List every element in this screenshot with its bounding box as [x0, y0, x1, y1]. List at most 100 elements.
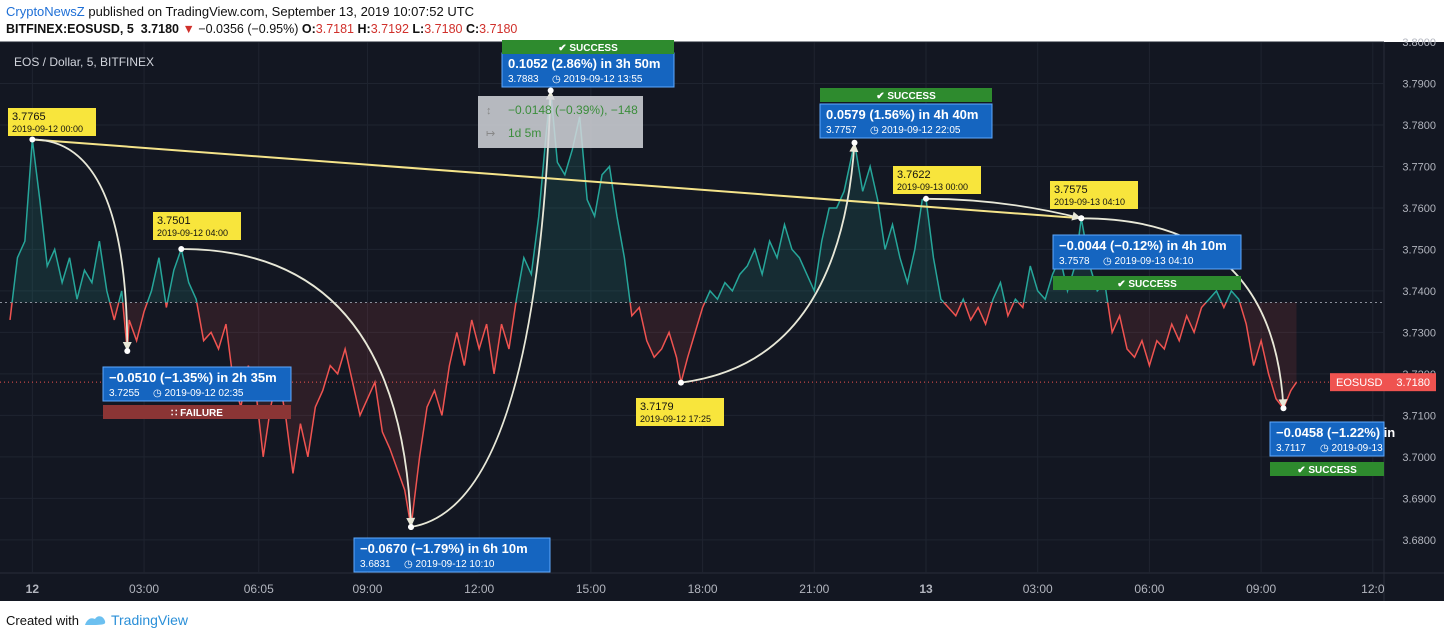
- move-stats-box[interactable]: [1269, 421, 1385, 457]
- chart-title: EOS / Dollar, 5, BITFINEX: [14, 55, 154, 69]
- open-value: 3.7181: [315, 22, 355, 36]
- x-tick-label: 09:00: [352, 582, 382, 596]
- move-stats-box[interactable]: [819, 103, 993, 139]
- y-tick-label: 3.6900: [1402, 493, 1436, 505]
- y-tick-label: 3.7300: [1402, 327, 1436, 339]
- move-stats-box[interactable]: [1052, 234, 1242, 270]
- price-point-label[interactable]: [8, 108, 96, 136]
- price-point-label[interactable]: [636, 398, 724, 426]
- anchor-point: [29, 136, 36, 143]
- x-tick-label: 18:00: [688, 582, 718, 596]
- y-tick-label: 3.7800: [1402, 120, 1436, 132]
- move-stats-time: ◷ 2019-09-12 13:55: [552, 74, 643, 85]
- move-arrow[interactable]: [181, 248, 412, 527]
- created-with-text: Created with: [6, 612, 79, 628]
- move-stats-headline: −0.0670 (−1.79%) in 6h 10m: [360, 541, 528, 556]
- price-change: −0.0356 (−0.95%): [198, 22, 299, 36]
- price-point-time: 2019-09-13 04:10: [1054, 197, 1125, 207]
- price-point-time: 2019-09-12 17:25: [640, 414, 711, 424]
- result-badge-text: ∷ FAILURE: [171, 408, 223, 419]
- last-price-value: 3.7180: [1396, 377, 1430, 389]
- y-tick-label: 3.7700: [1402, 161, 1436, 173]
- move-stats-headline: −0.0044 (−0.12%) in 4h 10m: [1059, 238, 1227, 253]
- price-point-label[interactable]: [1050, 181, 1138, 209]
- move-arrow[interactable]: [925, 197, 1082, 220]
- arrow-head-icon: [406, 517, 416, 527]
- last-price-symbol: EOSUSD: [1336, 377, 1383, 389]
- move-stats-box[interactable]: [102, 366, 292, 402]
- x-tick-label: 09:00: [1246, 582, 1276, 596]
- move-stats-price: 3.7255: [109, 388, 140, 399]
- move-stats-time: ◷ 2019-09-13 04:10: [1103, 256, 1194, 267]
- arrow-head-icon: [122, 342, 132, 352]
- move-stats-box[interactable]: [501, 52, 675, 88]
- tradingview-link[interactable]: TradingView: [110, 612, 189, 628]
- price-point-value: 3.7179: [640, 401, 674, 413]
- y-tick-label: 3.7100: [1402, 410, 1436, 422]
- x-tick-label: 03:00: [129, 582, 159, 596]
- move-stats-headline: 0.1052 (2.86%) in 3h 50m: [508, 56, 660, 71]
- x-tick-label: 12:0: [1361, 582, 1385, 596]
- x-tick-label: 06:00: [1134, 582, 1164, 596]
- anchor-point: [547, 87, 554, 94]
- low-label: L:: [412, 22, 425, 36]
- move-stats-box[interactable]: [353, 537, 551, 573]
- move-stats-headline: −0.0510 (−1.35%) in 2h 35m: [109, 370, 277, 385]
- arrow-head-icon: [1278, 399, 1288, 409]
- y-tick-label: 3.8000: [1402, 37, 1436, 49]
- price-line-up: [11, 90, 1241, 303]
- move-stats-price: 3.7757: [826, 125, 857, 136]
- anchor-point: [178, 246, 185, 253]
- anchor-point: [851, 139, 858, 146]
- price-point-label[interactable]: [153, 212, 241, 240]
- price-axis[interactable]: [1384, 42, 1444, 573]
- move-arrow[interactable]: [32, 138, 129, 352]
- move-stats-headline: 0.0579 (1.56%) in 4h 40m: [826, 107, 978, 122]
- move-stats-time: ◷ 2019-09-12 22:05: [870, 125, 961, 136]
- footer: Created with TradingView: [6, 612, 188, 628]
- price-point-value: 3.7765: [12, 111, 46, 123]
- price-line-down: [9, 302, 1298, 528]
- price-point-value: 3.7501: [157, 215, 191, 227]
- result-badge-text: ✔ SUCCESS: [558, 43, 618, 54]
- price-point-value: 3.7575: [1054, 184, 1088, 196]
- anchor-point: [408, 523, 415, 530]
- anchor-point: [923, 195, 929, 202]
- result-badge-text: ✔ SUCCESS: [1297, 465, 1357, 476]
- y-tick-label: 3.7600: [1402, 203, 1436, 215]
- author-link[interactable]: CryptoNewsZ: [6, 4, 85, 19]
- measure-duration: 1d 5m: [508, 126, 541, 140]
- last-price: 3.7180: [140, 22, 179, 36]
- time-axis[interactable]: [0, 573, 1444, 601]
- result-badge-text: ✔ SUCCESS: [876, 91, 936, 102]
- arrow-head-icon: [849, 142, 859, 153]
- move-stats-headline: −0.0458 (−1.22%) in: [1276, 425, 1395, 440]
- move-stats-price: 3.7883: [508, 74, 539, 85]
- move-arrow[interactable]: [410, 90, 552, 528]
- y-tick-label: 3.7500: [1402, 244, 1436, 256]
- publish-line: CryptoNewsZ published on TradingView.com…: [6, 4, 474, 19]
- result-badge: [1053, 276, 1241, 290]
- low-value: 3.7180: [424, 22, 463, 36]
- anchor-point: [677, 379, 684, 386]
- price-point-label[interactable]: [893, 166, 981, 194]
- x-tick-label: 15:00: [576, 582, 606, 596]
- price-point-time: 2019-09-12 00:00: [12, 124, 83, 134]
- trend-line[interactable]: [32, 138, 1082, 220]
- symbol-line: BITFINEX:EOSUSD, 5 3.7180 ▼ −0.0356 (−0.…: [6, 22, 517, 36]
- last-price-badge: [1330, 373, 1436, 392]
- measure-time-icon: ↦: [486, 128, 495, 140]
- x-tick-label: 21:00: [799, 582, 829, 596]
- result-badge: [1270, 462, 1384, 476]
- down-triangle-icon: ▼: [182, 22, 195, 36]
- x-tick-label: 06:05: [244, 582, 274, 596]
- anchor-point: [124, 348, 131, 355]
- move-arrow[interactable]: [680, 142, 856, 384]
- plot-area[interactable]: [0, 42, 1384, 573]
- high-value: 3.7192: [370, 22, 409, 36]
- price-point-time: 2019-09-13 00:00: [897, 182, 968, 192]
- move-stats-price: 3.7578: [1059, 256, 1090, 267]
- close-value: 3.7180: [479, 22, 518, 36]
- anchor-point: [1078, 215, 1085, 222]
